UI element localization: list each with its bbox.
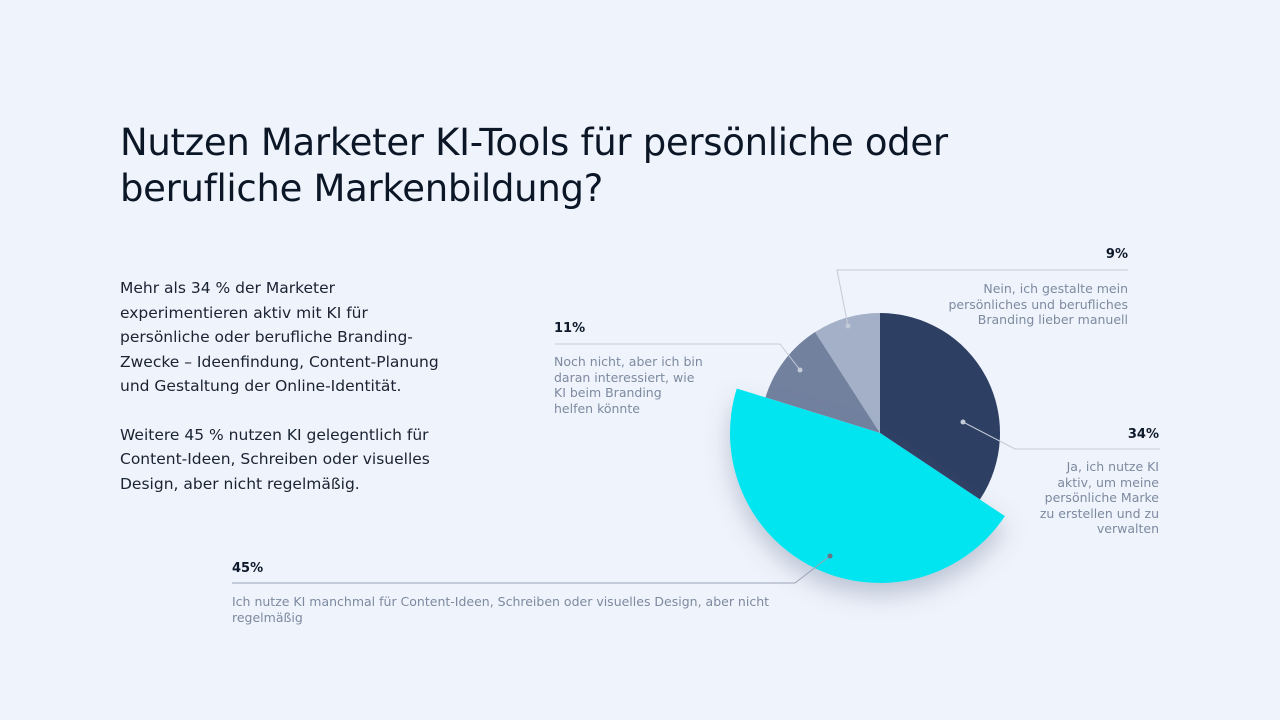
pie-slice [730,388,1005,584]
pie-slice [880,313,1000,500]
leader-dot [960,419,966,425]
slice-label-pct: 34% [1127,427,1159,442]
slice-label-pct: 11% [554,321,586,336]
leader-line [962,421,1160,450]
description: Mehr als 34 % der Marketer experimentier… [120,276,450,520]
leader-line [555,343,801,371]
slice-label-text: Ich nutze KI manchmal für Content-Ideen,… [232,594,770,625]
pie-slice [815,313,880,433]
leader-line [836,269,1128,327]
paragraph: Weitere 45 % nutzen KI gelegentlich für … [120,425,430,493]
slice-label-text: Ja, ich nutze KI aktiv, um meine persönl… [1039,459,1159,536]
leader-dot [827,553,833,559]
slice-label-text: Noch nicht, aber ich bin daran interessi… [554,354,703,416]
pie-slice [765,332,880,433]
leader-line [232,555,831,584]
leader-dot [845,323,851,329]
slice-label-pct: 45% [232,561,264,576]
page-title: Nutzen Marketer KI-Tools für persönliche… [120,121,948,210]
slice-label-text: Nein, ich gestalte mein persönliches und… [948,281,1128,327]
leader-dot [797,367,803,373]
paragraph: Mehr als 34 % der Marketer experimentier… [120,279,439,395]
slice-label-pct: 9% [1105,247,1128,262]
